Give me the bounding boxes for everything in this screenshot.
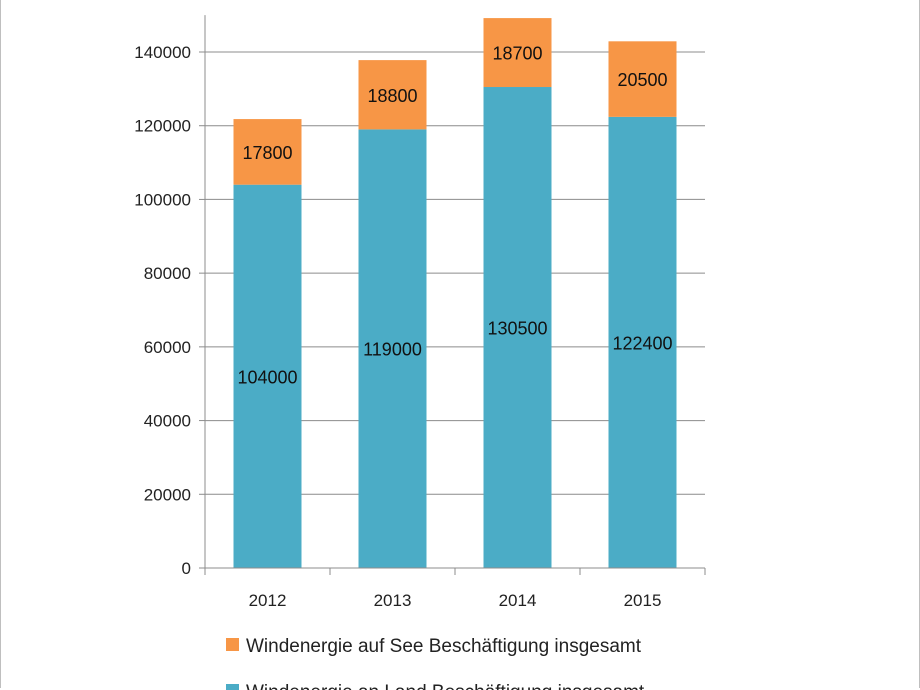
data-label-land: 104000 (237, 367, 297, 387)
bar-segment-land (608, 116, 677, 569)
data-label-sea: 18700 (492, 44, 542, 64)
x-tick-label: 2013 (374, 591, 412, 610)
y-tick-label: 40000 (144, 412, 191, 431)
y-tick-label: 60000 (144, 338, 191, 357)
legend-swatch (226, 638, 239, 651)
x-tick-label: 2014 (499, 591, 537, 610)
bar-segment-sea (358, 60, 427, 130)
bar-segment-land (233, 184, 302, 568)
legend-label: Windenergie auf See Beschäftigung insges… (246, 636, 642, 657)
y-tick-label: 20000 (144, 485, 191, 504)
legend-label: Windenergie an Land Beschäftigung insges… (246, 682, 645, 690)
data-label-land: 122400 (612, 333, 672, 353)
y-tick-label: 140000 (134, 43, 191, 62)
legend-swatch (226, 684, 239, 690)
bar-segment-land (483, 87, 552, 568)
data-label-land: 130500 (487, 319, 547, 339)
y-tick-label: 0 (182, 559, 191, 578)
data-label-sea: 20500 (617, 70, 667, 90)
bar-segment-sea (233, 119, 302, 185)
data-label-sea: 17800 (242, 143, 292, 163)
data-label-land: 119000 (363, 340, 422, 360)
y-tick-label: 100000 (134, 190, 191, 209)
x-tick-label: 2015 (624, 591, 662, 610)
bar-segment-sea (483, 18, 552, 88)
x-tick-label: 2012 (249, 591, 287, 610)
bar-segment-land (358, 129, 427, 568)
bar-segment-sea (608, 41, 677, 117)
y-tick-label: 120000 (134, 117, 191, 136)
y-tick-label: 80000 (144, 264, 191, 283)
data-label-sea: 18800 (367, 86, 417, 106)
